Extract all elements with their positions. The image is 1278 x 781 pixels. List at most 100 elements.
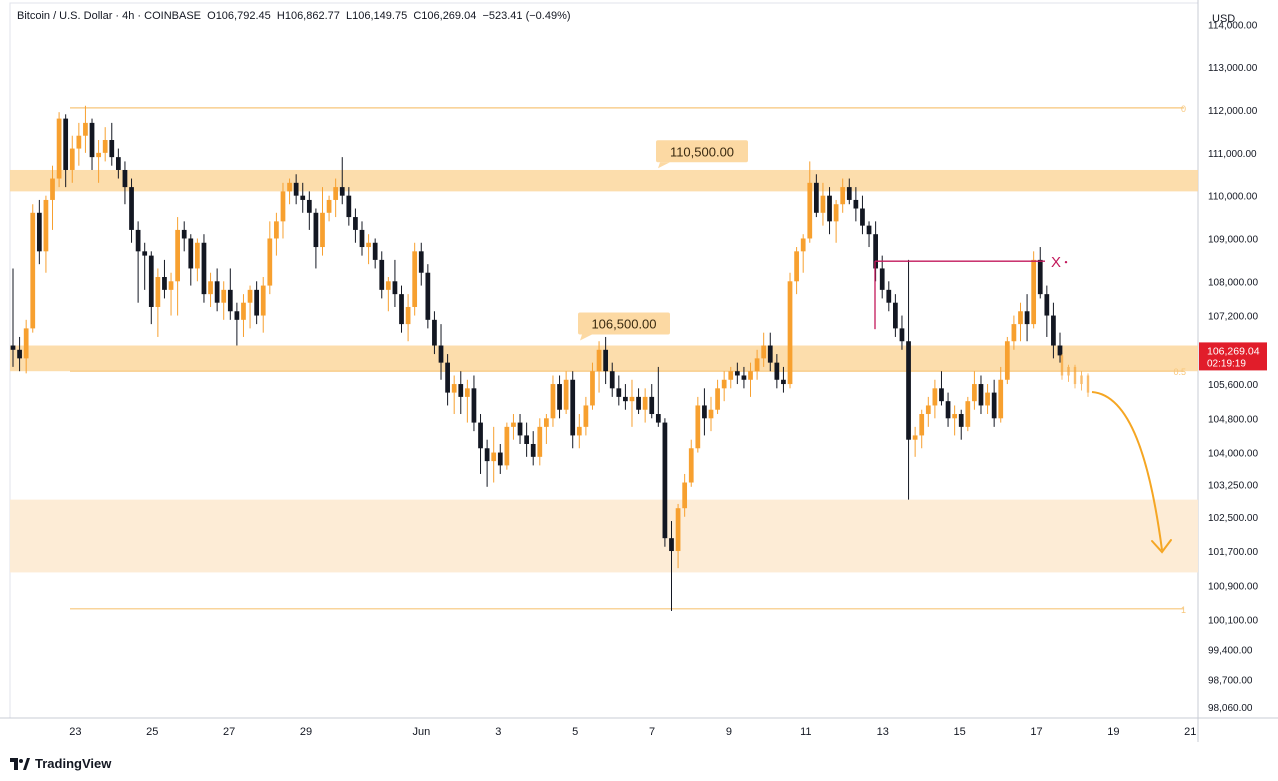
candle-body [688, 448, 694, 483]
candle-body [221, 289, 227, 303]
high-value: 106,862.77 [284, 10, 340, 22]
candle-body [787, 281, 793, 385]
mid-zone-label: 106,500.00 [578, 312, 670, 341]
candle-body [359, 229, 365, 248]
candle-body [860, 208, 865, 226]
time-tick-label: 29 [300, 726, 312, 738]
candle-body [590, 371, 595, 406]
candle-body [563, 379, 569, 410]
tradingview-name: TradingView [35, 756, 112, 771]
candle-body [346, 195, 352, 218]
candle-body [636, 396, 641, 410]
candle-body [603, 349, 609, 372]
candle-body [517, 422, 523, 436]
price-tick-label: 110,000.00 [1208, 192, 1258, 203]
candle-body [385, 281, 391, 290]
candle-body [254, 289, 260, 316]
candle-body [50, 178, 55, 200]
candle-body [504, 426, 510, 466]
candle-body [1018, 311, 1023, 325]
fib-label-0: 0 [1181, 104, 1186, 114]
candle-body [754, 358, 760, 372]
candle-body [583, 405, 589, 427]
candle-body [734, 371, 740, 376]
projection-body [1067, 366, 1070, 376]
candle-body [227, 289, 233, 312]
candle-body [544, 418, 549, 427]
candle-body [972, 384, 977, 402]
projection-body [1060, 355, 1064, 376]
svg-text:110,500.00: 110,500.00 [670, 144, 734, 159]
price-tick-label: 107,200.00 [1208, 312, 1258, 323]
candle-body [96, 152, 101, 158]
high-label: H [276, 10, 285, 22]
time-tick-label: 25 [146, 726, 158, 738]
low-value: 106,149.75 [352, 10, 408, 22]
svg-text:106,500.00: 106,500.00 [591, 317, 656, 332]
candle-body [537, 426, 543, 457]
candle-body [952, 414, 958, 419]
candle-body [649, 396, 655, 415]
candle-body [392, 281, 398, 295]
candle-body [511, 422, 516, 427]
zone-support [10, 499, 1198, 573]
time-tick-label: 11 [800, 726, 811, 738]
rejection-dot [1064, 260, 1068, 264]
countdown-value: 02:19:19 [1207, 358, 1246, 369]
price-tick-label: 100,900.00 [1208, 581, 1258, 592]
candle-body [458, 384, 464, 397]
price-tick-label: 112,000.00 [1208, 106, 1258, 117]
candle-body [978, 384, 984, 406]
candle-body [247, 289, 253, 303]
candle-body [991, 392, 997, 419]
candle-body [794, 251, 799, 282]
candle-body [741, 375, 747, 380]
candle-body [306, 199, 312, 213]
candle-body [866, 225, 872, 235]
candle-body [63, 118, 69, 170]
candle-body [181, 229, 187, 239]
fib-label-2: 1 [1181, 605, 1186, 615]
candle-body [853, 199, 859, 209]
resistance-label: 110,500.00 [656, 140, 748, 169]
candle-body [274, 221, 279, 239]
time-tick-label: 3 [495, 726, 501, 738]
projection-arrow-head [1151, 539, 1172, 554]
time-tick-label: 27 [223, 726, 235, 738]
candle-body [1024, 311, 1030, 325]
candle-body [715, 388, 720, 410]
candle-body [69, 148, 75, 170]
candle-body [175, 229, 180, 282]
candle-body [879, 268, 885, 290]
candle-body [616, 388, 622, 397]
candle-body [464, 388, 470, 397]
projection-body [1073, 366, 1077, 385]
price-tick-label: 101,700.00 [1208, 547, 1258, 558]
candle-body [925, 405, 931, 415]
tradingview-logo[interactable]: TradingView [10, 756, 111, 771]
candle-body [524, 435, 529, 444]
candle-body [873, 234, 878, 269]
candle-body [142, 251, 148, 256]
candle-body [655, 414, 661, 423]
candle-body [109, 140, 115, 158]
time-tick-label: 15 [954, 726, 966, 738]
candle-body [682, 482, 688, 509]
time-tick-label: 5 [572, 726, 578, 738]
candle-body [708, 409, 714, 419]
price-tick-label: 108,000.00 [1208, 277, 1258, 288]
candle-body [985, 392, 990, 406]
candle-body [781, 379, 786, 385]
candle-body [267, 238, 273, 286]
candle-body [293, 182, 299, 196]
candle-body [122, 169, 128, 188]
candle-body [800, 238, 806, 252]
rejection-marker: X [1051, 254, 1061, 271]
candle-body [260, 285, 266, 316]
projection-candles [1060, 354, 1090, 397]
candle-body [919, 414, 925, 436]
candle-body [629, 396, 635, 402]
tradingview-logo-icon [10, 757, 30, 770]
candle-body [721, 379, 727, 389]
